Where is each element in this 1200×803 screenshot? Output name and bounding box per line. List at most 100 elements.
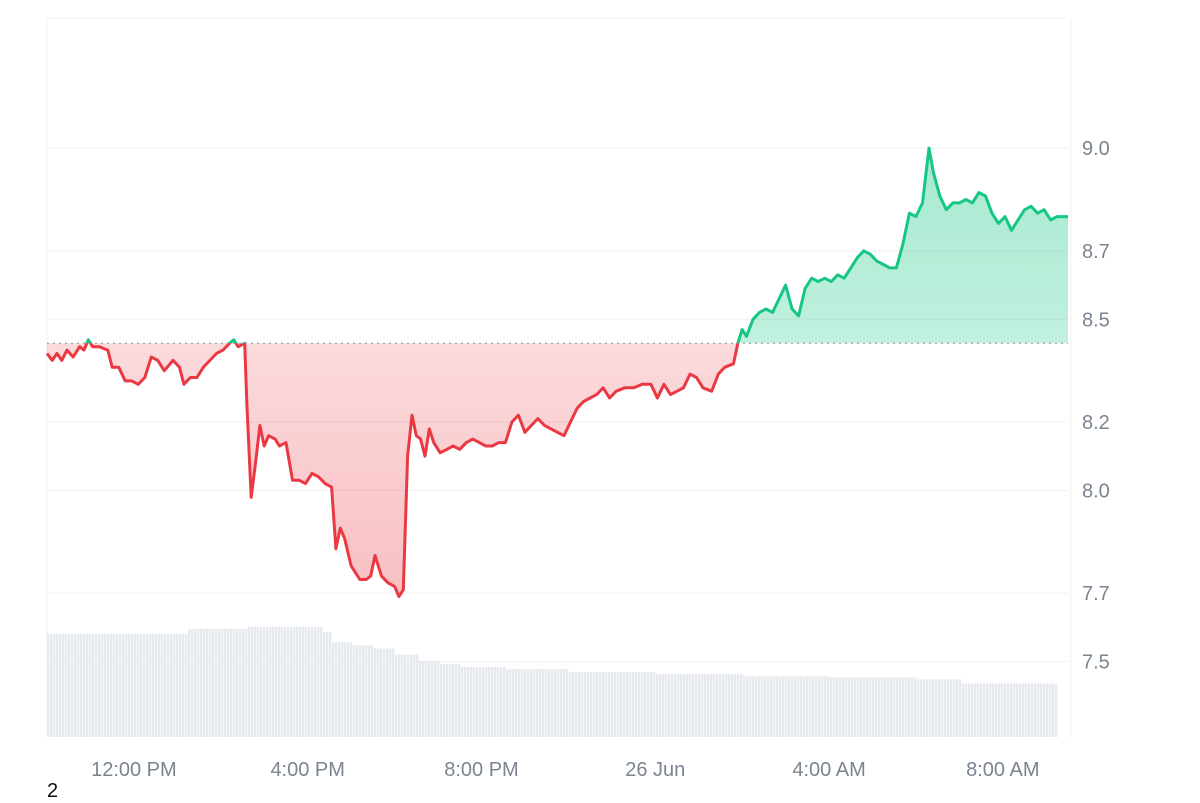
volume-bar: [734, 674, 737, 737]
volume-bar: [773, 676, 776, 737]
volume-bar: [239, 628, 242, 737]
volume-bar: [368, 645, 371, 737]
volume-bar: [572, 672, 575, 737]
volume-bar: [581, 672, 584, 737]
volume-bar: [425, 660, 428, 737]
volume-bar: [1037, 683, 1040, 737]
volume-bar: [848, 677, 851, 737]
y-axis: 7.5 7.7 8.0 8.2 8.5 8.7 9.0: [1082, 138, 1110, 674]
volume-bar: [452, 663, 455, 737]
volume-bar: [497, 666, 500, 737]
volume-bar: [782, 676, 785, 737]
volume-bar: [149, 634, 152, 737]
volume-bar: [746, 676, 749, 737]
volume-bar: [407, 654, 410, 737]
volume-bar: [551, 669, 554, 737]
volume-bar: [233, 628, 236, 737]
volume-bar: [959, 679, 962, 737]
volume-bar: [947, 679, 950, 737]
volume-bar: [308, 626, 311, 737]
volume-bar: [164, 634, 167, 737]
volume-bar: [275, 626, 278, 737]
volume-bar: [806, 676, 809, 737]
price-areas: [47, 148, 1068, 597]
volume-bar: [104, 634, 107, 737]
volume-bar: [215, 628, 218, 737]
volume-bar: [47, 634, 50, 737]
volume-bar: [524, 669, 527, 737]
volume-bar: [563, 669, 566, 737]
volume-bar: [83, 634, 86, 737]
volume-bar: [968, 683, 971, 737]
volume-bar: [293, 626, 296, 737]
x-tick-label: 26 Jun: [625, 759, 685, 781]
volume-bar: [221, 628, 224, 737]
volume-bar: [593, 672, 596, 737]
volume-bar: [473, 666, 476, 737]
volume-bar: [692, 674, 695, 737]
volume-bar: [701, 674, 704, 737]
volume-bar: [1013, 683, 1016, 737]
volume-bar: [776, 676, 779, 737]
volume-bar: [272, 626, 275, 737]
volume-bar: [662, 674, 665, 737]
volume-bar: [899, 677, 902, 737]
volume-bar: [917, 679, 920, 737]
volume-bar: [872, 677, 875, 737]
volume-bar: [665, 674, 668, 737]
x-tick-label: 12:00 PM: [91, 759, 177, 781]
volume-bar: [311, 626, 314, 737]
volume-bar: [212, 628, 215, 737]
volume-bar: [245, 628, 248, 737]
volume-bar: [683, 674, 686, 737]
volume-bar: [65, 634, 68, 737]
volume-bar: [821, 676, 824, 737]
volume-bar: [179, 634, 182, 737]
volume-bar: [428, 660, 431, 737]
volume-bar: [1031, 683, 1034, 737]
volume-bar: [143, 634, 146, 737]
volume-bar: [344, 642, 347, 737]
volume-bar: [809, 676, 812, 737]
volume-bar: [545, 669, 548, 737]
volume-bar: [770, 676, 773, 737]
volume-bar: [254, 626, 257, 737]
volume-bar: [89, 634, 92, 737]
volume-bar: [641, 672, 644, 737]
volume-bar: [350, 642, 353, 737]
volume-bar: [926, 679, 929, 737]
volume-bar: [818, 676, 821, 737]
volume-bar: [197, 628, 200, 737]
volume-bar: [371, 645, 374, 737]
volume-bar: [605, 672, 608, 737]
volume-bar: [1007, 683, 1010, 737]
y-tick-label: 7.7: [1082, 583, 1110, 605]
volume-bar: [659, 674, 662, 737]
volume-bar: [722, 674, 725, 737]
volume-bar: [962, 683, 965, 737]
volume-bar: [374, 648, 377, 737]
volume-bar: [413, 654, 416, 737]
volume-bar: [815, 676, 818, 737]
volume-bar: [893, 677, 896, 737]
volume-bar: [584, 672, 587, 737]
volume-bar: [587, 672, 590, 737]
volume-bar: [923, 679, 926, 737]
volume-bar: [284, 626, 287, 737]
volume-bar: [1034, 683, 1037, 737]
volume-bar: [434, 660, 437, 737]
volume-bar: [836, 677, 839, 737]
volume-bar: [980, 683, 983, 737]
volume-bar: [389, 648, 392, 737]
volume-bar: [86, 634, 89, 737]
volume-bar: [971, 683, 974, 737]
volume-bar: [299, 626, 302, 737]
volume-bar: [707, 674, 710, 737]
volume-bar: [743, 676, 746, 737]
volume-bar: [158, 634, 161, 737]
volume-bar: [176, 634, 179, 737]
volume-bar: [302, 626, 305, 737]
volume-bar: [992, 683, 995, 737]
volume-bar: [1019, 683, 1022, 737]
volume-bar: [107, 634, 110, 737]
